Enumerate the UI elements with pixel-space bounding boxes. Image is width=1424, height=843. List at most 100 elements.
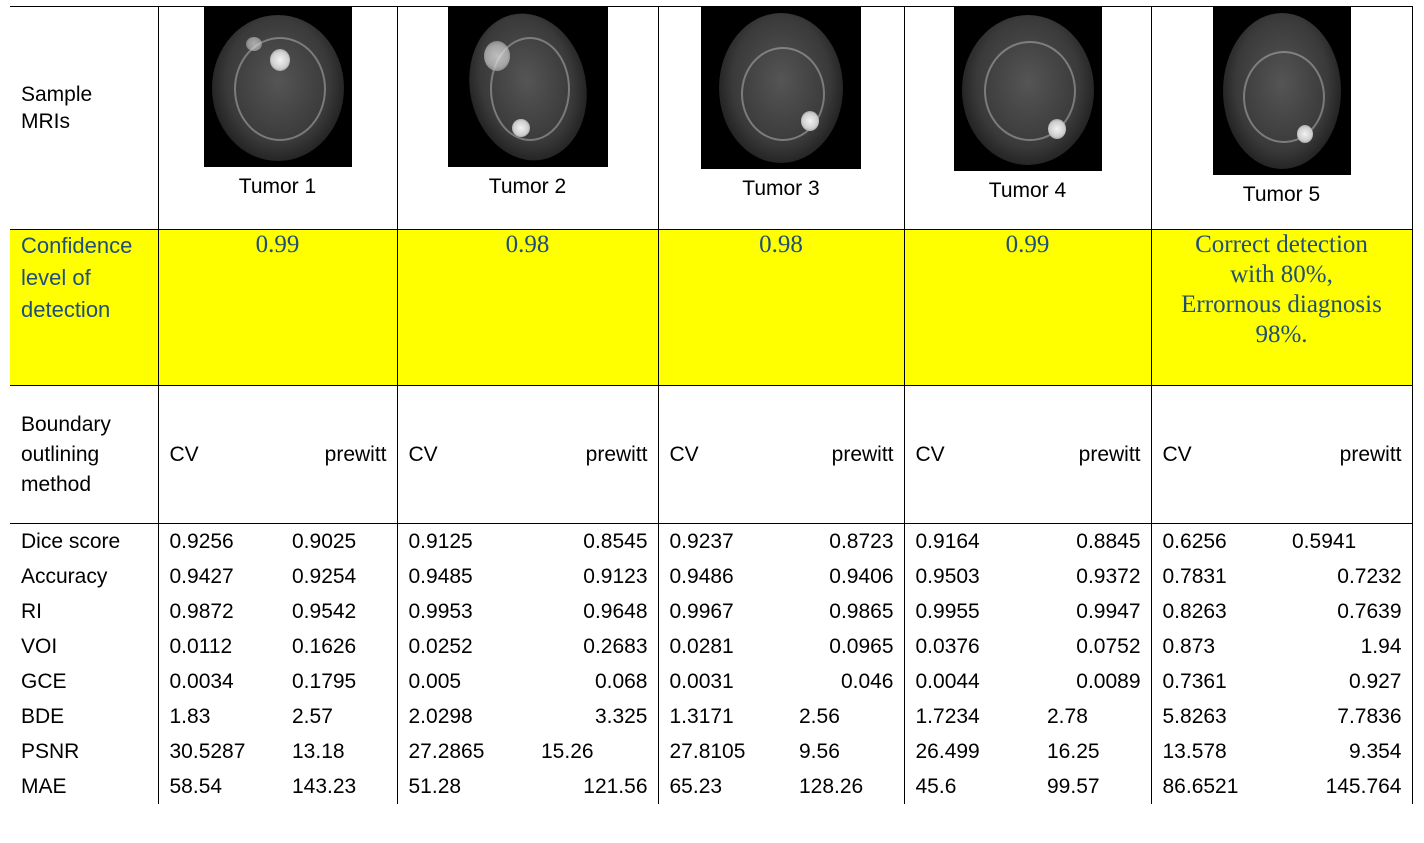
metric-row: BDE 1.83 2.57 2.0298 3.325 1.3171 2.56 1…: [10, 699, 1413, 734]
metric-name: PSNR: [10, 734, 159, 769]
metric-value: 0.8545: [533, 523, 659, 559]
metric-name: RI: [10, 594, 159, 629]
method-prewitt-tumor-3: prewitt: [791, 385, 905, 524]
method-label: Boundary outlining method: [10, 385, 159, 524]
metric-value: 0.9486: [669, 565, 734, 588]
metric-value: 0.0034: [169, 670, 234, 693]
method-cv-tumor-4: CV: [904, 385, 1039, 524]
metric-value: 145.764: [1284, 769, 1413, 804]
metric-value: 0.068: [533, 664, 659, 699]
tumor-3-cell: Tumor 3: [658, 6, 905, 230]
confidence-tumor-4: 0.99: [904, 229, 1152, 386]
tumor-4-label: Tumor 4: [988, 179, 1067, 202]
metric-value: 0.9123: [533, 559, 659, 594]
metric-value: 128.26: [791, 769, 905, 804]
metric-value: 5.8263: [1162, 705, 1227, 728]
metric-value: 0.0252: [408, 635, 473, 658]
metric-value: 0.0089: [1039, 664, 1152, 699]
metric-value: 2.0298: [408, 705, 473, 728]
metric-value: 0.7639: [1284, 594, 1413, 629]
metric-value: 0.0031: [669, 670, 734, 693]
metric-value: 0.0044: [915, 670, 980, 693]
metric-value: 58.54: [169, 775, 223, 798]
metric-value: 0.9542: [284, 594, 398, 629]
metric-value: 0.7232: [1284, 559, 1413, 594]
mri-image-tumor-2: [447, 7, 608, 167]
tumor-5-label: Tumor 5: [1242, 183, 1321, 206]
method-cv-tumor-3: CV: [658, 385, 791, 524]
metric-value: 27.8105: [669, 740, 746, 763]
metric-value: 0.927: [1284, 664, 1413, 699]
metric-value: 143.23: [284, 769, 398, 804]
metric-value: 1.3171: [669, 705, 734, 728]
metric-value: 0.7361: [1162, 670, 1227, 693]
confidence-tumor-3: 0.98: [658, 229, 905, 386]
confidence-row: Confidence level of detection 0.99 0.98 …: [10, 229, 1413, 386]
metric-value: 1.83: [169, 705, 211, 728]
confidence-label-text: Confidence level of detection: [21, 233, 133, 322]
metric-value: 0.0112: [169, 635, 233, 658]
metric-name: VOI: [10, 629, 159, 664]
metric-value: 86.6521: [1162, 775, 1239, 798]
metric-name: Accuracy: [10, 559, 159, 594]
confidence-tumor-5: Correct detection with 80%, Errornous di…: [1151, 229, 1413, 386]
metric-value: 0.873: [1162, 635, 1216, 658]
method-prewitt-tumor-5: prewitt: [1284, 385, 1413, 524]
metric-row: PSNR 30.5287 13.18 27.2865 15.26 27.8105…: [10, 734, 1413, 769]
metric-value: 9.354: [1284, 734, 1413, 769]
metric-name: BDE: [10, 699, 159, 734]
metric-value: 0.9865: [791, 594, 905, 629]
confidence-tumor-5-text: Correct detection with 80%, Errornous di…: [1181, 231, 1382, 348]
sample-mri-label-text: Sample MRIs: [21, 83, 93, 133]
metric-row: RI 0.9872 0.9542 0.9953 0.9648 0.9967 0.…: [10, 594, 1413, 629]
mri-image-tumor-5: [1212, 7, 1351, 175]
metric-value: 0.9872: [169, 600, 234, 623]
metric-value: 121.56: [533, 769, 659, 804]
metric-value: 15.26: [533, 734, 659, 769]
metric-value: 0.0376: [915, 635, 980, 658]
metric-value: 0.6256: [1162, 530, 1227, 553]
tumor-2-cell: Tumor 2: [397, 6, 659, 230]
tumor-2-label: Tumor 2: [488, 175, 567, 198]
metric-value: 2.78: [1039, 699, 1152, 734]
mri-image-tumor-4: [953, 7, 1102, 171]
metric-value: 0.9955: [915, 600, 980, 623]
metric-value: 26.499: [915, 740, 980, 763]
metric-value: 0.9485: [408, 565, 473, 588]
method-prewitt-tumor-4: prewitt: [1039, 385, 1152, 524]
metric-row: Dice score 0.9256 0.9025 0.9125 0.8545 0…: [10, 523, 1413, 559]
metric-value: 3.325: [533, 699, 659, 734]
metric-value: 0.9254: [284, 559, 398, 594]
confidence-label: Confidence level of detection: [10, 229, 159, 386]
metric-value: 99.57: [1039, 769, 1152, 804]
confidence-tumor-1: 0.99: [158, 229, 398, 386]
metric-name: Dice score: [10, 523, 159, 559]
metric-value: 30.5287: [169, 740, 246, 763]
metric-value: 0.9406: [791, 559, 905, 594]
metric-value: 0.8263: [1162, 600, 1227, 623]
sample-mri-label: Sample MRIs: [10, 6, 159, 230]
metric-value: 2.56: [791, 699, 905, 734]
metric-value: 0.0281: [669, 635, 734, 658]
metric-value: 0.1795: [284, 664, 398, 699]
metric-row: MAE 58.54 143.23 51.28 121.56 65.23 128.…: [10, 769, 1413, 804]
metric-value: 0.0752: [1039, 629, 1152, 664]
metric-value: 27.2865: [408, 740, 485, 763]
metric-value: 65.23: [669, 775, 723, 798]
sample-mri-row: Sample MRIs Tumor 1 Tumor 2: [10, 6, 1413, 230]
method-cv-tumor-2: CV: [397, 385, 533, 524]
metric-name: MAE: [10, 769, 159, 804]
metric-value: 0.9503: [915, 565, 980, 588]
metric-value: 1.7234: [915, 705, 980, 728]
metric-value: 0.046: [791, 664, 905, 699]
confidence-tumor-2: 0.98: [397, 229, 659, 386]
metric-value: 13.18: [284, 734, 398, 769]
mri-image-tumor-1: [203, 7, 352, 167]
tumor-3-label: Tumor 3: [742, 177, 820, 200]
metric-value: 0.1626: [284, 629, 398, 664]
tumor-1-cell: Tumor 1: [158, 6, 398, 230]
metric-value: 0.9025: [284, 523, 398, 559]
mri-image-tumor-3: [701, 7, 861, 169]
metric-value: 0.9164: [915, 530, 980, 553]
metric-value: 7.7836: [1284, 699, 1413, 734]
